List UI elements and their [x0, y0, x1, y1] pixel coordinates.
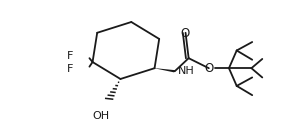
Text: F: F [67, 64, 73, 74]
Text: NH: NH [178, 66, 195, 76]
Text: O: O [204, 62, 213, 75]
Polygon shape [154, 68, 176, 72]
Text: OH: OH [93, 110, 110, 121]
Text: F: F [67, 51, 73, 61]
Text: O: O [180, 27, 189, 40]
